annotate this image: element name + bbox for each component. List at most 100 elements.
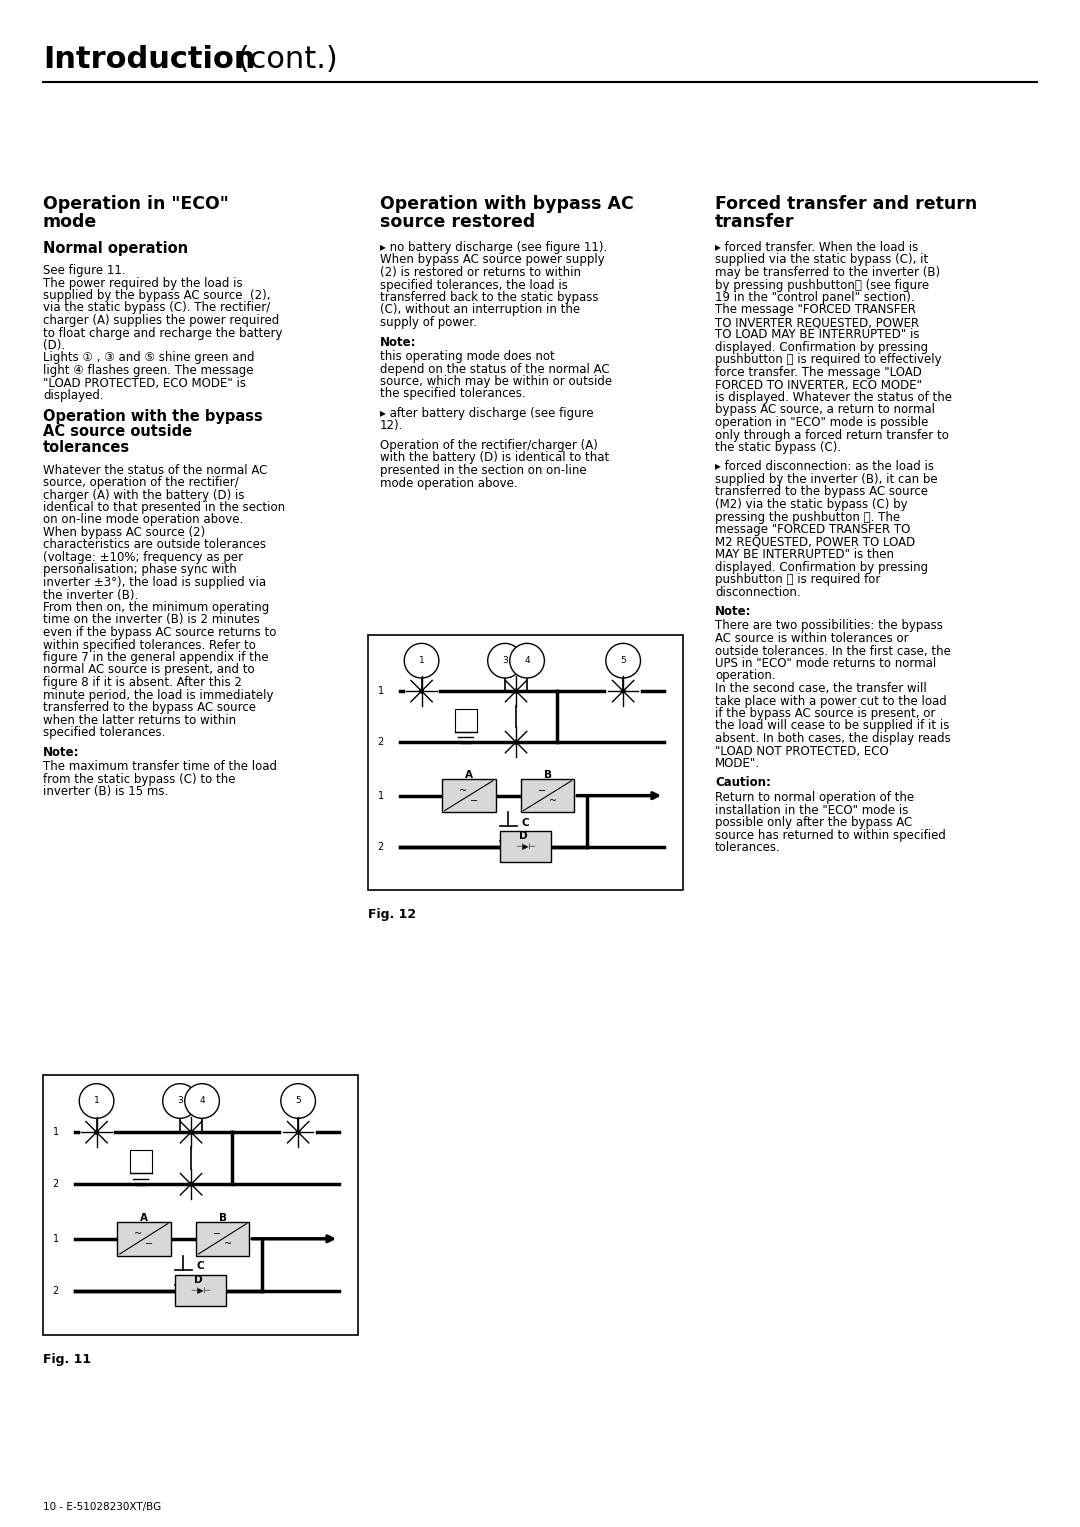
Bar (521, 779, 575, 812)
Text: 2: 2 (378, 841, 383, 852)
Text: 1: 1 (53, 1234, 58, 1245)
Text: operation.: operation. (715, 669, 775, 683)
Text: light ④ flashes green. The message: light ④ flashes green. The message (43, 363, 254, 377)
Text: disconnection.: disconnection. (715, 585, 800, 599)
Text: ▸ after battery discharge (see figure: ▸ after battery discharge (see figure (380, 408, 594, 420)
Text: Operation with bypass AC: Operation with bypass AC (380, 195, 634, 212)
Text: depend on the status of the normal AC: depend on the status of the normal AC (380, 362, 609, 376)
Bar (195, 1222, 249, 1255)
Circle shape (189, 1182, 193, 1186)
Text: characteristics are outside tolerances: characteristics are outside tolerances (43, 539, 266, 551)
Text: supplied by the bypass AC source  (2),: supplied by the bypass AC source (2), (43, 289, 270, 302)
Text: (C), without an interruption in the: (C), without an interruption in the (380, 304, 580, 316)
Text: 3: 3 (502, 657, 508, 666)
Text: The message "FORCED TRANSFER: The message "FORCED TRANSFER (715, 304, 916, 316)
Text: ▸ forced transfer. When the load is: ▸ forced transfer. When the load is (715, 241, 918, 253)
Text: displayed. Confirmation by pressing: displayed. Confirmation by pressing (715, 341, 928, 354)
Text: −: − (145, 1238, 153, 1249)
Bar (175, 1275, 226, 1307)
Text: B: B (543, 770, 552, 780)
Text: the inverter (B).: the inverter (B). (43, 588, 138, 602)
Text: if the bypass AC source is present, or: if the bypass AC source is present, or (715, 707, 935, 721)
Text: transferred to the bypass AC source: transferred to the bypass AC source (715, 486, 928, 498)
Text: There are two possibilities: the bypass: There are two possibilities: the bypass (715, 620, 943, 632)
Text: AC source outside: AC source outside (43, 425, 192, 440)
Text: Note:: Note: (715, 605, 752, 618)
Text: TO LOAD MAY BE INTERRUPTED" is: TO LOAD MAY BE INTERRUPTED" is (715, 328, 919, 342)
Circle shape (185, 1084, 219, 1118)
Text: "LOAD NOT PROTECTED, ECO: "LOAD NOT PROTECTED, ECO (715, 745, 889, 757)
Text: identical to that presented in the section: identical to that presented in the secti… (43, 501, 285, 515)
Circle shape (163, 1084, 198, 1118)
Text: Lights ① , ③ and ⑤ shine green and: Lights ① , ③ and ⑤ shine green and (43, 351, 255, 365)
Bar (455, 709, 476, 731)
Text: source has returned to within specified: source has returned to within specified (715, 829, 946, 841)
Text: pushbutton ⑬ is required for: pushbutton ⑬ is required for (715, 573, 880, 586)
Text: with the battery (D) is identical to that: with the battery (D) is identical to tha… (380, 452, 609, 464)
Text: When bypass AC source power supply: When bypass AC source power supply (380, 253, 605, 267)
Text: From then on, the minimum operating: From then on, the minimum operating (43, 602, 269, 614)
Text: source restored: source restored (380, 212, 536, 231)
Text: C: C (522, 817, 529, 828)
Text: Note:: Note: (380, 336, 417, 348)
Text: See figure 11.: See figure 11. (43, 264, 125, 276)
Circle shape (281, 1084, 315, 1118)
Text: Whatever the status of the normal AC: Whatever the status of the normal AC (43, 464, 268, 476)
Text: 12).: 12). (380, 420, 403, 432)
Text: C: C (197, 1261, 204, 1272)
Text: presented in the section on on-line: presented in the section on on-line (380, 464, 586, 476)
Text: B: B (218, 1212, 227, 1223)
Text: Operation in "ECO": Operation in "ECO" (43, 195, 229, 212)
Text: charger (A) with the battery (D) is: charger (A) with the battery (D) is (43, 489, 244, 501)
Circle shape (606, 643, 640, 678)
Text: ▸ forced disconnection: as the load is: ▸ forced disconnection: as the load is (715, 461, 934, 473)
Text: Return to normal operation of the: Return to normal operation of the (715, 791, 914, 805)
Text: (M2) via the static bypass (C) by: (M2) via the static bypass (C) by (715, 498, 907, 512)
Text: operation in "ECO" mode is possible: operation in "ECO" mode is possible (715, 415, 929, 429)
Text: force transfer. The message "LOAD: force transfer. The message "LOAD (715, 366, 922, 379)
Text: Note:: Note: (43, 745, 80, 759)
Text: specified tolerances.: specified tolerances. (43, 725, 165, 739)
Circle shape (621, 689, 625, 693)
Text: the static bypass (C).: the static bypass (C). (715, 441, 841, 454)
Text: 5: 5 (295, 1096, 301, 1106)
Text: ⊣▶⊢: ⊣▶⊢ (515, 843, 536, 851)
Text: transferred back to the static bypass: transferred back to the static bypass (380, 292, 598, 304)
Text: (cont.): (cont.) (228, 44, 338, 73)
Text: 2: 2 (378, 738, 383, 747)
Circle shape (296, 1130, 300, 1135)
Text: (D).: (D). (43, 339, 65, 353)
Text: MODE".: MODE". (715, 757, 760, 770)
Text: A: A (139, 1212, 148, 1223)
Text: −: − (538, 786, 546, 796)
Text: Introduction: Introduction (43, 44, 256, 73)
Text: outside tolerances. In the first case, the: outside tolerances. In the first case, t… (715, 644, 950, 658)
Text: 4: 4 (524, 657, 530, 666)
Text: by pressing pushbutton⑰ (see figure: by pressing pushbutton⑰ (see figure (715, 278, 929, 292)
Text: supplied via the static bypass (C), it: supplied via the static bypass (C), it (715, 253, 928, 267)
Text: supply of power.: supply of power. (380, 316, 477, 328)
Bar (368, 635, 683, 890)
Text: is displayed. Whatever the status of the: is displayed. Whatever the status of the (715, 391, 951, 405)
Text: on on-line mode operation above.: on on-line mode operation above. (43, 513, 243, 527)
Text: the specified tolerances.: the specified tolerances. (380, 388, 526, 400)
Text: Fig. 12: Fig. 12 (368, 909, 416, 921)
Bar (130, 1150, 151, 1173)
Text: ~: ~ (224, 1238, 232, 1249)
Text: ~: ~ (549, 796, 557, 806)
Circle shape (514, 689, 518, 693)
Text: 1: 1 (419, 657, 424, 666)
Circle shape (510, 643, 544, 678)
Text: In the second case, the transfer will: In the second case, the transfer will (715, 683, 927, 695)
Text: Operation with the bypass: Operation with the bypass (43, 409, 262, 423)
Text: source, which may be within or outside: source, which may be within or outside (380, 376, 612, 388)
Text: minute period, the load is immediately: minute period, the load is immediately (43, 689, 273, 701)
Text: even if the bypass AC source returns to: even if the bypass AC source returns to (43, 626, 276, 638)
Circle shape (514, 741, 518, 744)
Text: ~: ~ (134, 1229, 143, 1238)
Text: mode: mode (43, 212, 97, 231)
Text: inverter (B) is 15 ms.: inverter (B) is 15 ms. (43, 785, 168, 799)
Text: take place with a power cut to the load: take place with a power cut to the load (715, 695, 947, 707)
Circle shape (404, 643, 438, 678)
Text: bypass AC source, a return to normal: bypass AC source, a return to normal (715, 403, 935, 417)
